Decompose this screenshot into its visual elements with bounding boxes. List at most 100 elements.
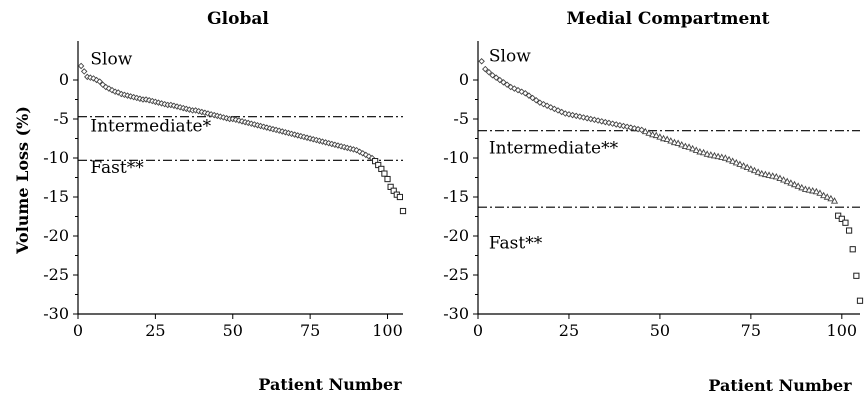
data-point-diamond — [583, 114, 591, 122]
data-point-triangle — [718, 153, 726, 160]
data-point-diamond — [525, 92, 533, 99]
data-point-triangle — [689, 144, 697, 152]
data-point-diamond — [511, 85, 518, 92]
y-tick-label: 0 — [459, 70, 469, 89]
y-tick-label: -15 — [443, 187, 469, 206]
data-point-square — [384, 175, 391, 183]
data-point-triangle — [758, 169, 766, 177]
data-point-diamond — [613, 121, 620, 128]
chart-title: Medial Compartment — [567, 9, 770, 29]
data-point-triangle — [783, 177, 791, 185]
y-tick-label: -15 — [43, 187, 69, 206]
data-point-triangle — [830, 197, 839, 204]
data-point-triangle — [641, 127, 649, 135]
data-point-triangle — [794, 182, 802, 189]
data-point-triangle — [780, 176, 788, 183]
data-point-diamond — [80, 68, 88, 75]
data-point-square — [838, 215, 845, 222]
data-point-triangle — [652, 131, 660, 139]
data-point-triangle — [740, 162, 748, 169]
data-point-diamond — [543, 102, 551, 109]
data-point-triangle — [747, 165, 755, 172]
data-point-triangle — [750, 166, 759, 174]
data-point-square — [842, 219, 849, 226]
data-point-triangle — [823, 193, 831, 200]
y-tick-label: -20 — [443, 226, 469, 245]
x-tick-label: 75 — [741, 321, 761, 340]
x-tick-label: 25 — [145, 321, 165, 340]
data-point-diamond — [572, 112, 580, 120]
data-point-triangle — [798, 183, 806, 191]
data-point-diamond — [489, 72, 496, 79]
data-point-triangle — [710, 151, 719, 159]
data-point-triangle — [820, 191, 828, 199]
data-point-triangle — [703, 150, 711, 157]
region-label: Fast** — [489, 233, 543, 253]
data-point-triangle — [809, 187, 817, 194]
y-tick-label: -25 — [43, 265, 69, 284]
x-tick-label: 0 — [73, 321, 83, 340]
data-point-diamond — [108, 86, 116, 94]
y-tick-label: -30 — [43, 304, 69, 323]
data-point-diamond — [500, 79, 507, 86]
data-point-triangle — [681, 142, 689, 149]
data-point-triangle — [761, 170, 769, 178]
data-point-diamond — [609, 120, 616, 127]
data-point-triangle — [816, 189, 824, 196]
data-point-diamond — [529, 94, 536, 102]
data-point-diamond — [536, 99, 544, 106]
y-tick-label: -20 — [43, 226, 69, 245]
data-point-square — [396, 193, 404, 201]
data-point-triangle — [659, 134, 668, 142]
x-axis-label: Patient Number — [258, 375, 402, 394]
x-tick-label: 100 — [372, 321, 403, 340]
data-point-triangle — [743, 163, 751, 171]
data-point-diamond — [503, 81, 511, 88]
data-point-square — [853, 272, 860, 279]
data-point-triangle — [649, 130, 657, 138]
data-point-square — [399, 207, 407, 215]
region-label: Slow — [90, 49, 132, 69]
data-point-triangle — [685, 143, 693, 150]
data-point-diamond — [522, 90, 529, 97]
x-tick-label: 75 — [300, 321, 320, 340]
data-point-square — [845, 227, 853, 234]
data-point-triangle — [670, 138, 679, 146]
data-point-diamond — [551, 105, 558, 113]
data-point-diamond — [580, 114, 587, 121]
data-point-triangle — [769, 172, 777, 179]
data-point-diamond — [492, 74, 500, 81]
data-point-diamond — [96, 78, 103, 85]
data-point-triangle — [801, 185, 809, 192]
data-point-triangle — [812, 187, 820, 195]
x-tick-label: 100 — [827, 321, 858, 340]
data-point-diamond — [485, 68, 493, 76]
chart-title: Global — [207, 9, 269, 29]
data-point-triangle — [787, 179, 795, 186]
data-point-square — [381, 170, 388, 177]
data-point-square — [835, 212, 842, 219]
y-tick-label: -30 — [443, 304, 469, 323]
data-point-diamond — [547, 104, 554, 111]
data-point-diamond — [532, 97, 540, 104]
data-point-diamond — [623, 123, 631, 131]
data-point-triangle — [714, 152, 722, 160]
y-tick-label: -10 — [43, 148, 69, 167]
data-point-diamond — [482, 65, 489, 73]
data-point-triangle — [827, 194, 835, 202]
data-point-diamond — [496, 76, 504, 84]
y-tick-label: 0 — [59, 70, 69, 89]
data-point-triangle — [729, 157, 737, 164]
data-point-diamond — [77, 62, 85, 70]
data-point-triangle — [645, 129, 653, 136]
data-point-diamond — [616, 122, 624, 129]
x-axis-label: Patient Number — [708, 376, 852, 395]
x-tick-label: 50 — [650, 321, 670, 340]
region-label: Intermediate** — [489, 138, 619, 158]
data-point-triangle — [805, 186, 813, 193]
y-tick-label: -10 — [443, 148, 469, 167]
